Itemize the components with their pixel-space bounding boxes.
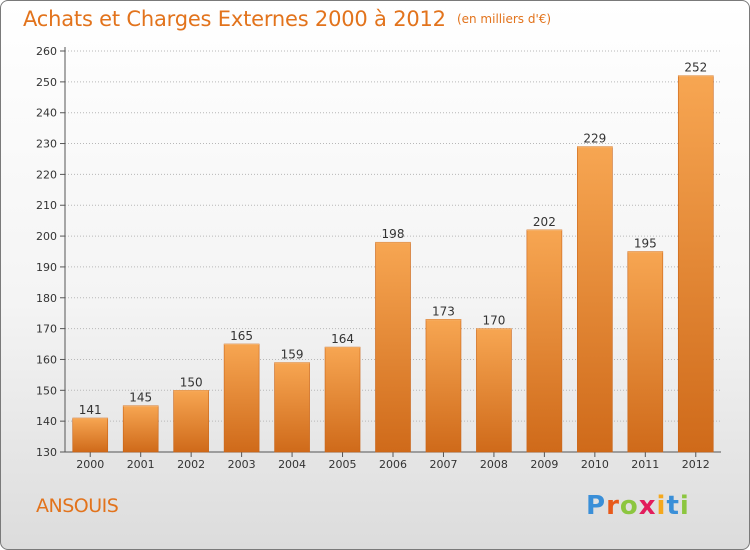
x-tick-label: 2001 [127, 458, 155, 471]
bar-value-label: 159 [281, 348, 304, 362]
bar-value-label: 164 [331, 332, 354, 346]
x-tick-label: 2004 [278, 458, 306, 471]
bar-value-label: 145 [129, 391, 152, 405]
x-tick-label: 2003 [228, 458, 256, 471]
labels: 130 140 150 160 170 180 190 200 210 220 230 240 250 2… [36, 45, 710, 471]
brand-letter: t [666, 491, 680, 521]
x-tick-label: 2006 [379, 458, 407, 471]
y-tick-label: 220 [36, 168, 57, 181]
bar [72, 417, 109, 453]
bars [72, 75, 714, 453]
brand-letter: i [679, 491, 690, 521]
y-tick-label: 180 [36, 292, 57, 305]
bar [425, 319, 462, 453]
brand-letter: r [606, 491, 620, 521]
x-tick-label: 2012 [682, 458, 710, 471]
x-tick-label: 2011 [631, 458, 659, 471]
x-tick-label: 2000 [76, 458, 104, 471]
y-tick-label: 190 [36, 261, 57, 274]
y-tick-label: 140 [36, 415, 57, 428]
bar [476, 328, 512, 453]
bar-value-label: 252 [684, 61, 707, 75]
y-tick-label: 200 [36, 230, 57, 243]
y-tick-label: 130 [36, 446, 57, 459]
bar-value-label: 165 [230, 329, 253, 343]
x-tick-label: 2007 [429, 458, 457, 471]
bar-value-label: 173 [432, 304, 455, 318]
bar [526, 229, 563, 453]
brand-letter: o [619, 491, 639, 521]
title-row: Achats et Charges Externes 2000 à 2012 (… [23, 7, 551, 31]
y-tick-label: 150 [36, 384, 57, 397]
brand-letter: x [638, 491, 657, 521]
bar-value-label: 229 [583, 132, 606, 146]
bar [375, 241, 411, 453]
bar [173, 390, 209, 453]
bar-value-label: 141 [79, 403, 102, 417]
x-tick-label: 2002 [177, 458, 205, 471]
bar-value-label: 198 [382, 227, 405, 241]
bar [324, 346, 361, 453]
bar-value-label: 195 [634, 237, 657, 251]
commune-name: ANSOUIS [36, 495, 119, 517]
chart-title: Achats et Charges Externes 2000 à 2012 [23, 7, 446, 31]
bar-value-label: 150 [180, 375, 203, 389]
bar-value-label: 202 [533, 215, 556, 229]
y-tick-label: 260 [36, 45, 57, 58]
x-tick-label: 2009 [530, 458, 558, 471]
y-tick-label: 230 [36, 138, 57, 151]
x-tick-label: 2005 [329, 458, 357, 471]
y-tick-label: 210 [36, 199, 57, 212]
y-tick-label: 250 [36, 76, 57, 89]
x-tick-label: 2010 [581, 458, 609, 471]
chart-subtitle: (en milliers d'€) [456, 12, 552, 26]
brand-letter: P [586, 491, 607, 521]
x-tick-label: 2008 [480, 458, 508, 471]
y-tick-label: 160 [36, 353, 57, 366]
bar [223, 343, 260, 453]
brand-logo: Proxiti [586, 491, 690, 521]
brand-letter: i [656, 491, 667, 521]
y-tick-label: 170 [36, 323, 57, 336]
bar [627, 251, 664, 453]
bar [122, 405, 159, 453]
bar-value-label: 170 [482, 314, 505, 328]
bar [577, 146, 613, 453]
y-tick-label: 240 [36, 107, 57, 120]
bar [274, 362, 310, 453]
bar [677, 75, 714, 453]
